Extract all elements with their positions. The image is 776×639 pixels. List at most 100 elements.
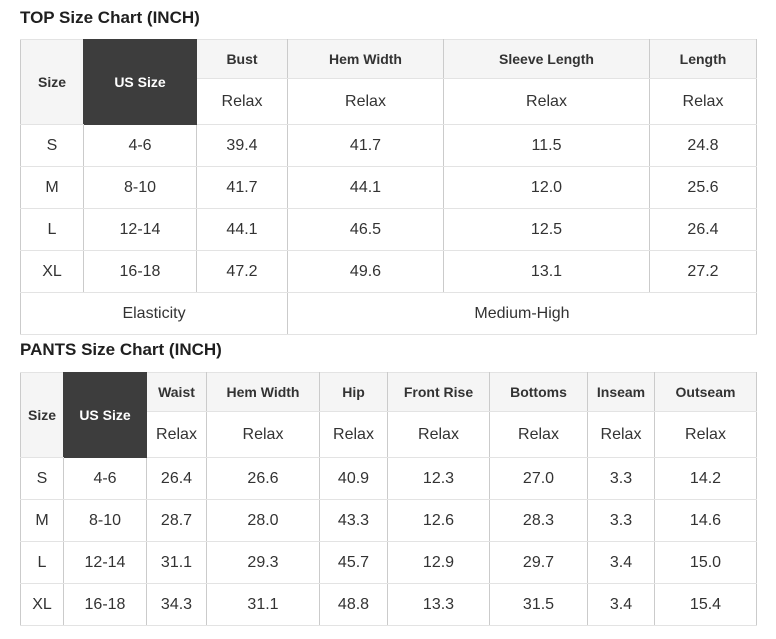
measurement-cell: 14.6: [654, 499, 757, 542]
elasticity-label-cell: Elasticity: [20, 292, 288, 335]
top-fit-row: Relax Relax Relax Relax: [21, 78, 757, 125]
column-header-hem-width: Hem Width: [206, 372, 320, 412]
measurement-cell: 39.4: [196, 124, 288, 167]
measurement-cell: 12.0: [443, 166, 650, 209]
measurement-cell: 12.5: [443, 208, 650, 251]
pants-header-row: Size US Size Waist Hem Width Hip Front R…: [20, 372, 757, 458]
fit-type-cell: Relax: [146, 411, 207, 458]
us-size-cell: 8-10: [63, 499, 147, 542]
size-cell: S: [20, 124, 84, 167]
column-header-front-rise: Front Rise: [387, 372, 490, 412]
size-cell: XL: [20, 583, 64, 626]
measurement-cell: 28.7: [146, 499, 207, 542]
measurement-cell: 14.2: [654, 457, 757, 500]
us-size-cell: 16-18: [83, 250, 197, 293]
measurement-cell: 28.3: [489, 499, 588, 542]
us-size-cell: 12-14: [63, 541, 147, 584]
measurement-cell: 27.2: [649, 250, 757, 293]
column-header-waist: Waist: [146, 372, 207, 412]
elasticity-value-cell: Medium-High: [287, 292, 757, 335]
fit-type-cell: Relax: [319, 411, 388, 458]
fit-type-cell: Relax: [649, 78, 757, 125]
measurement-cell: 28.0: [206, 499, 320, 542]
measurement-cell: 29.7: [489, 541, 588, 584]
fit-type-cell: Relax: [654, 411, 757, 458]
top-chart-title: TOP Size Chart (INCH): [20, 8, 200, 27]
us-size-cell: 8-10: [83, 166, 197, 209]
pants-fit-row: Relax Relax Relax Relax Relax Relax Rela…: [21, 411, 757, 458]
measurement-cell: 15.4: [654, 583, 757, 626]
pants-chart-title: PANTS Size Chart (INCH): [20, 340, 222, 359]
table-row-m: M 8-10 28.7 28.0 43.3 12.6 28.3 3.3 14.6: [20, 499, 757, 542]
table-row-m: M 8-10 41.7 44.1 12.0 25.6: [20, 166, 757, 209]
measurement-cell: 27.0: [489, 457, 588, 500]
us-size-cell: 4-6: [83, 124, 197, 167]
size-cell: XL: [20, 250, 84, 293]
fit-type-cell: Relax: [443, 78, 650, 125]
size-cell: L: [20, 541, 64, 584]
fit-type-cell: Relax: [206, 411, 320, 458]
table-row-l: L 12-14 31.1 29.3 45.7 12.9 29.7 3.4 15.…: [20, 541, 757, 584]
measurement-cell: 26.4: [146, 457, 207, 500]
measurement-cell: 13.3: [387, 583, 490, 626]
fit-type-cell: Relax: [196, 78, 288, 125]
measurement-cell: 13.1: [443, 250, 650, 293]
measurement-cell: 46.5: [287, 208, 444, 251]
size-cell: M: [20, 499, 64, 542]
column-header-outseam: Outseam: [654, 372, 757, 412]
measurement-cell: 43.3: [319, 499, 388, 542]
us-size-column-header: US Size: [83, 39, 197, 125]
column-header-hem-width: Hem Width: [287, 39, 444, 79]
table-row-xl: XL 16-18 47.2 49.6 13.1 27.2: [20, 250, 757, 293]
size-column-header: Size: [20, 39, 84, 125]
column-header-bust: Bust: [196, 39, 288, 79]
measurement-cell: 12.6: [387, 499, 490, 542]
fit-type-cell: Relax: [287, 78, 444, 125]
top-header-row: Size US Size Bust Hem Width Sleeve Lengt…: [20, 39, 757, 125]
measurement-cell: 3.3: [587, 499, 655, 542]
fit-type-cell: Relax: [387, 411, 490, 458]
table-row-s: S 4-6 39.4 41.7 11.5 24.8: [20, 124, 757, 167]
us-size-cell: 12-14: [83, 208, 197, 251]
column-header-bottoms: Bottoms: [489, 372, 588, 412]
fit-type-cell: Relax: [587, 411, 655, 458]
pants-size-chart-table: Size US Size Waist Hem Width Hip Front R…: [20, 372, 757, 626]
size-column-header: Size: [20, 372, 64, 458]
column-header-inseam: Inseam: [587, 372, 655, 412]
measurement-cell: 24.8: [649, 124, 757, 167]
column-header-sleeve-length: Sleeve Length: [443, 39, 650, 79]
fit-type-cell: Relax: [489, 411, 588, 458]
measurement-cell: 31.1: [206, 583, 320, 626]
measurement-cell: 31.1: [146, 541, 207, 584]
table-row-xl: XL 16-18 34.3 31.1 48.8 13.3 31.5 3.4 15…: [20, 583, 757, 626]
measurement-cell: 15.0: [654, 541, 757, 584]
measurement-cell: 44.1: [196, 208, 288, 251]
size-cell: M: [20, 166, 84, 209]
top-size-chart-table: Size US Size Bust Hem Width Sleeve Lengt…: [20, 39, 757, 335]
measurement-cell: 25.6: [649, 166, 757, 209]
measurement-cell: 3.3: [587, 457, 655, 500]
elasticity-row: Elasticity Medium-High: [20, 292, 757, 335]
measurement-cell: 44.1: [287, 166, 444, 209]
measurement-cell: 41.7: [196, 166, 288, 209]
measurement-cell: 34.3: [146, 583, 207, 626]
us-size-cell: 16-18: [63, 583, 147, 626]
measurement-cell: 48.8: [319, 583, 388, 626]
measurement-cell: 12.9: [387, 541, 490, 584]
us-size-cell: 4-6: [63, 457, 147, 500]
column-header-length: Length: [649, 39, 757, 79]
measurement-cell: 26.4: [649, 208, 757, 251]
measurement-cell: 40.9: [319, 457, 388, 500]
measurement-cell: 29.3: [206, 541, 320, 584]
measurement-cell: 26.6: [206, 457, 320, 500]
measurement-cell: 12.3: [387, 457, 490, 500]
measurement-cell: 31.5: [489, 583, 588, 626]
size-cell: L: [20, 208, 84, 251]
measurement-cell: 47.2: [196, 250, 288, 293]
table-row-s: S 4-6 26.4 26.6 40.9 12.3 27.0 3.3 14.2: [20, 457, 757, 500]
measurement-cell: 49.6: [287, 250, 444, 293]
table-row-l: L 12-14 44.1 46.5 12.5 26.4: [20, 208, 757, 251]
measurement-cell: 3.4: [587, 583, 655, 626]
size-cell: S: [20, 457, 64, 500]
